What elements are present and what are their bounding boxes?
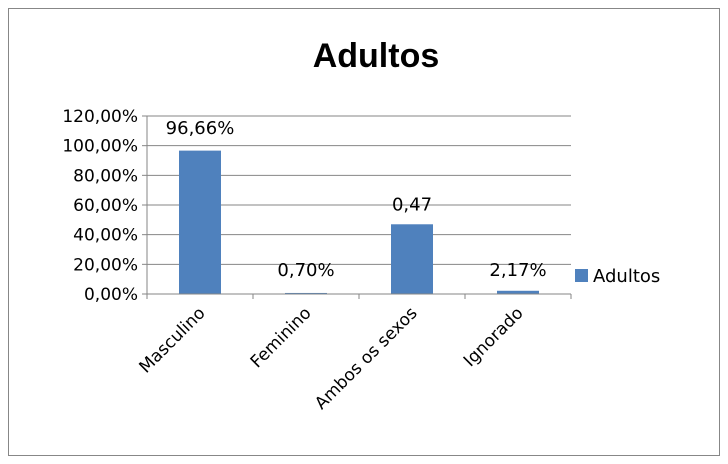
y-tick-label: 40,00% <box>73 226 138 246</box>
bars <box>179 150 539 294</box>
legend: Adultos <box>575 266 660 287</box>
bar-chart: Adultos 0,00% 20,00% 40,00% 60,00% 80,00% 100… <box>62 37 660 414</box>
data-labels: 96,66% 0,70% 0,47 2,17% <box>166 118 547 281</box>
bar <box>179 150 221 294</box>
data-label: 2,17% <box>489 260 546 281</box>
y-tick-label: 60,00% <box>73 196 138 216</box>
bar <box>391 224 433 294</box>
chart-area: Adultos 0,00% 20,00% 40,00% 60,00% 80,00% 100… <box>8 8 720 456</box>
y-axis-ticks: 0,00% 20,00% 40,00% 60,00% 80,00% 100,00% 120,… <box>62 107 147 305</box>
chart-title: Adultos <box>313 37 440 75</box>
y-tick-label: 100,00% <box>62 137 138 157</box>
bar <box>497 290 539 294</box>
data-label: 0,47 <box>392 194 432 215</box>
y-tick-label: 0,00% <box>84 285 138 305</box>
x-category-label: Feminino <box>247 303 316 372</box>
data-label: 96,66% <box>166 118 235 139</box>
x-category-label: Ignorado <box>460 303 528 371</box>
data-label: 0,70% <box>277 260 334 281</box>
y-tick-label: 120,00% <box>62 107 138 127</box>
bar <box>285 292 327 294</box>
legend-swatch <box>575 269 588 282</box>
y-tick-label: 20,00% <box>73 255 138 275</box>
legend-label: Adultos <box>593 266 660 287</box>
x-category-label: Ambos os sexos <box>311 303 421 413</box>
axes <box>146 116 572 299</box>
x-category-label: Masculino <box>136 303 210 377</box>
y-tick-label: 80,00% <box>73 166 138 186</box>
